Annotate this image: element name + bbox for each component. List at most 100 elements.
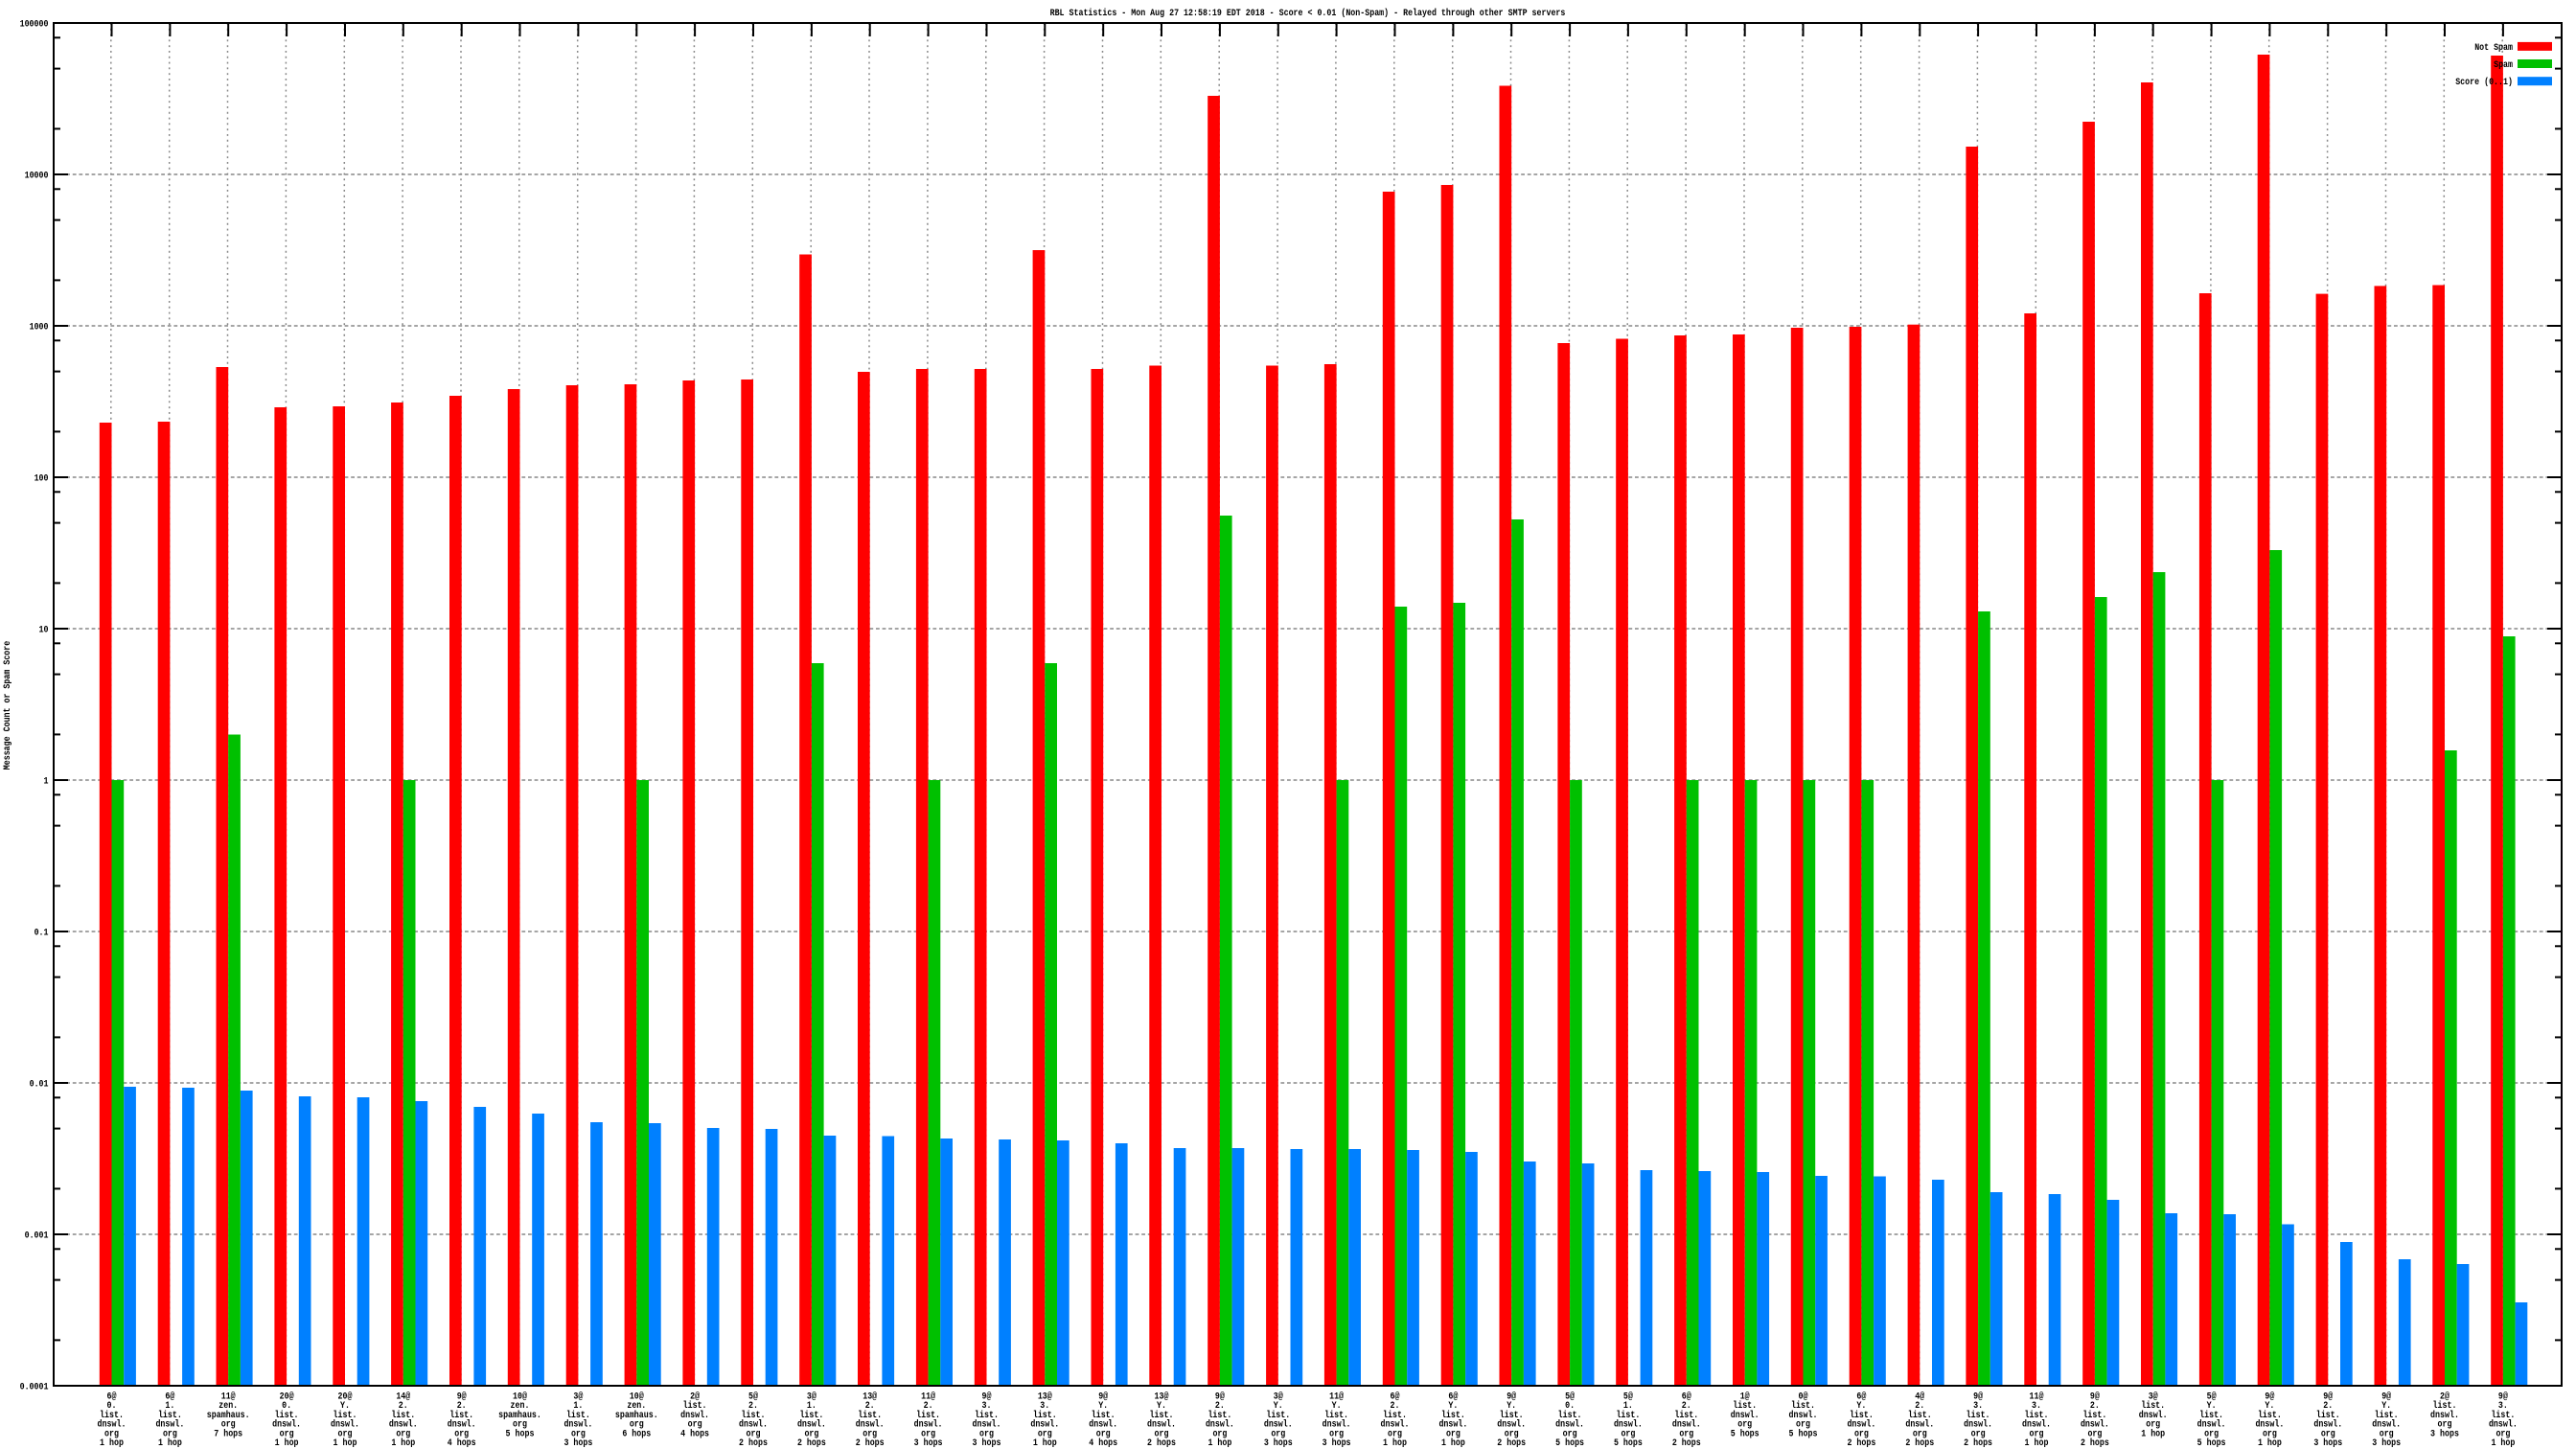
- svg-text:list.: list.: [334, 1410, 357, 1421]
- svg-text:dnswl.: dnswl.: [389, 1419, 418, 1431]
- svg-text:dnswl.: dnswl.: [2139, 1410, 2168, 1421]
- svg-text:org: org: [1796, 1420, 1810, 1431]
- svg-text:Y.: Y.: [1506, 1401, 1516, 1412]
- svg-text:Y.: Y.: [2207, 1401, 2217, 1412]
- svg-text:list.: list.: [1324, 1410, 1348, 1421]
- svg-text:0@: 0@: [1799, 1392, 1808, 1403]
- svg-text:3 hops: 3 hops: [1322, 1438, 1351, 1449]
- svg-text:20@: 20@: [280, 1392, 294, 1403]
- svg-text:org: org: [1212, 1429, 1227, 1439]
- svg-text:11@: 11@: [921, 1392, 935, 1403]
- svg-text:9@: 9@: [1973, 1392, 1983, 1403]
- svg-text:1 hop: 1 hop: [1441, 1438, 1465, 1449]
- svg-text:13@: 13@: [862, 1392, 877, 1403]
- svg-text:4 hops: 4 hops: [1089, 1438, 1117, 1449]
- svg-text:list.: list.: [158, 1410, 182, 1421]
- svg-text:5 hops: 5 hops: [1789, 1428, 1818, 1439]
- svg-text:Y.: Y.: [340, 1401, 350, 1412]
- svg-text:org: org: [2204, 1429, 2219, 1439]
- svg-text:dnswl.: dnswl.: [1789, 1410, 1818, 1421]
- svg-text:list.: list.: [799, 1410, 823, 1421]
- svg-text:6@: 6@: [107, 1392, 117, 1403]
- svg-text:5 hops: 5 hops: [506, 1428, 535, 1439]
- svg-text:org: org: [1096, 1429, 1111, 1439]
- svg-text:1 hop: 1 hop: [2025, 1438, 2049, 1449]
- svg-text:0.: 0.: [1565, 1401, 1575, 1412]
- svg-text:5@: 5@: [1565, 1392, 1575, 1403]
- svg-text:Not Spam: Not Spam: [2474, 43, 2513, 54]
- svg-text:list.: list.: [1791, 1400, 1815, 1412]
- svg-text:6@: 6@: [1682, 1392, 1691, 1403]
- svg-text:list.: list.: [1150, 1410, 1174, 1421]
- svg-text:list.: list.: [1500, 1410, 1524, 1421]
- svg-text:2.: 2.: [748, 1401, 758, 1412]
- svg-text:Spam: Spam: [2494, 60, 2513, 71]
- svg-text:list.: list.: [1616, 1410, 1640, 1421]
- svg-text:dnswl.: dnswl.: [2489, 1419, 2518, 1431]
- svg-text:1.: 1.: [165, 1401, 174, 1412]
- svg-text:3 hops: 3 hops: [973, 1438, 1001, 1449]
- svg-text:6@: 6@: [1448, 1392, 1458, 1403]
- svg-text:9@: 9@: [982, 1392, 992, 1403]
- svg-text:1 hop: 1 hop: [1383, 1438, 1407, 1449]
- svg-text:100: 100: [34, 474, 49, 485]
- svg-text:org: org: [688, 1420, 702, 1431]
- svg-text:org: org: [1563, 1429, 1577, 1439]
- svg-text:4 hops: 4 hops: [448, 1438, 476, 1449]
- svg-text:9@: 9@: [457, 1392, 467, 1403]
- svg-text:dnswl.: dnswl.: [98, 1419, 126, 1431]
- svg-text:org: org: [1271, 1429, 1285, 1439]
- svg-text:3.: 3.: [1040, 1401, 1049, 1412]
- svg-text:org: org: [2321, 1429, 2335, 1439]
- svg-text:9@: 9@: [2498, 1392, 2508, 1403]
- svg-text:Y.: Y.: [1332, 1401, 1342, 1412]
- svg-text:2 hops: 2 hops: [1147, 1438, 1176, 1449]
- svg-text:11@: 11@: [221, 1392, 236, 1403]
- svg-text:7 hops: 7 hops: [214, 1428, 242, 1439]
- svg-text:dnswl.: dnswl.: [1614, 1419, 1643, 1431]
- svg-text:3@: 3@: [807, 1392, 816, 1403]
- svg-text:dnswl.: dnswl.: [1847, 1419, 1875, 1431]
- svg-text:dnswl.: dnswl.: [1905, 1419, 1934, 1431]
- svg-text:3@: 3@: [573, 1392, 583, 1403]
- svg-text:list.: list.: [1966, 1410, 1990, 1421]
- svg-text:100000: 100000: [20, 20, 49, 31]
- svg-text:list.: list.: [1092, 1410, 1116, 1421]
- svg-text:dnswl.: dnswl.: [1147, 1419, 1176, 1431]
- svg-text:list.: list.: [449, 1410, 473, 1421]
- svg-text:list.: list.: [2141, 1400, 2165, 1412]
- svg-text:dnswl.: dnswl.: [739, 1419, 768, 1431]
- svg-text:list.: list.: [742, 1410, 766, 1421]
- svg-text:3.: 3.: [2498, 1401, 2508, 1412]
- svg-text:0.1: 0.1: [34, 929, 49, 939]
- svg-text:2@: 2@: [690, 1392, 700, 1403]
- svg-text:5 hops: 5 hops: [1731, 1428, 1760, 1439]
- svg-text:list.: list.: [858, 1410, 882, 1421]
- svg-text:9@: 9@: [1215, 1392, 1225, 1403]
- svg-text:5 hops: 5 hops: [2197, 1438, 2226, 1449]
- svg-text:1000: 1000: [30, 323, 49, 334]
- svg-text:list.: list.: [2375, 1410, 2399, 1421]
- svg-text:2.: 2.: [2323, 1401, 2333, 1412]
- svg-text:2.: 2.: [1391, 1401, 1400, 1412]
- svg-text:list.: list.: [1674, 1410, 1698, 1421]
- svg-text:dnswl.: dnswl.: [564, 1419, 592, 1431]
- svg-text:list.: list.: [1558, 1410, 1582, 1421]
- svg-text:dnswl.: dnswl.: [973, 1419, 1001, 1431]
- svg-text:org: org: [104, 1429, 119, 1439]
- svg-text:11@: 11@: [2030, 1392, 2044, 1403]
- svg-text:dnswl.: dnswl.: [1964, 1419, 1992, 1431]
- svg-text:dnswl.: dnswl.: [1206, 1419, 1234, 1431]
- svg-text:spamhaus.: spamhaus.: [615, 1410, 658, 1421]
- svg-text:0.01: 0.01: [30, 1080, 49, 1091]
- svg-text:Y.: Y.: [2381, 1401, 2391, 1412]
- svg-text:2.: 2.: [865, 1401, 875, 1412]
- svg-text:2 hops: 2 hops: [1497, 1438, 1526, 1449]
- svg-text:13@: 13@: [1038, 1392, 1052, 1403]
- svg-text:10@: 10@: [630, 1392, 644, 1403]
- svg-text:org: org: [1155, 1429, 1169, 1439]
- svg-text:list.: list.: [275, 1410, 299, 1421]
- svg-text:list.: list.: [391, 1410, 415, 1421]
- svg-text:dnswl.: dnswl.: [2313, 1419, 2342, 1431]
- svg-text:list.: list.: [1441, 1410, 1465, 1421]
